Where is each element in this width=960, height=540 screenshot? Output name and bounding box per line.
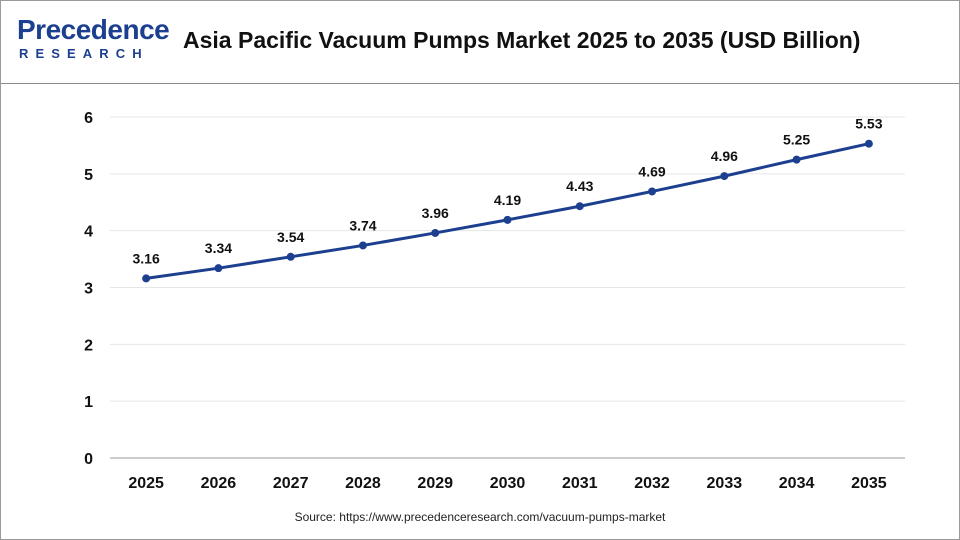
x-tick-label: 2032 [634, 475, 670, 492]
data-label: 5.53 [855, 116, 882, 132]
chart-title: Asia Pacific Vacuum Pumps Market 2025 to… [183, 27, 861, 53]
y-tick-label: 2 [84, 337, 93, 354]
y-tick-label: 1 [84, 394, 93, 411]
line-chart: 0 1 2 3 4 5 6 2025 2026 2027 2028 2029 2030 2031 2032… [84, 110, 905, 492]
header: Precedence RESEARCH Asia Pacific Vacuum … [1, 1, 959, 84]
data-label: 5.25 [783, 132, 810, 148]
x-tick-label: 2028 [345, 475, 381, 492]
data-point [286, 252, 295, 261]
x-axis: 2025 2026 2027 2028 2029 2030 2031 2032 2033 2034… [110, 457, 905, 492]
source-note: Source: https://www.precedenceresearch.c… [294, 510, 666, 524]
data-point [358, 241, 367, 250]
data-point [720, 172, 729, 181]
x-tick-label: 2026 [201, 475, 237, 492]
data-label: 3.74 [349, 217, 376, 233]
series-line [145, 142, 870, 280]
y-axis: 0 1 2 3 4 5 6 [84, 110, 93, 468]
gridlines [110, 116, 905, 402]
data-point [792, 155, 801, 164]
logo-subtitle: RESEARCH [19, 46, 149, 61]
data-label: 4.43 [566, 178, 593, 194]
data-point [431, 228, 440, 237]
data-label: 4.19 [494, 192, 521, 208]
data-labels: 3.16 3.34 3.54 3.74 3.96 4.19 4.43 4.69 4.96 5.25… [133, 116, 883, 267]
data-point [142, 274, 151, 283]
data-point [648, 187, 657, 196]
logo-wordmark: Precedence [17, 14, 170, 45]
y-tick-label: 4 [84, 224, 93, 241]
x-tick-label: 2025 [128, 475, 164, 492]
data-point [214, 264, 223, 273]
y-tick-label: 6 [84, 110, 93, 127]
data-label: 3.34 [205, 240, 232, 256]
brand-logo: Precedence RESEARCH [17, 15, 170, 65]
x-tick-label: 2035 [851, 475, 887, 492]
y-tick-label: 0 [84, 451, 93, 468]
y-tick-label: 3 [84, 281, 93, 298]
data-label: 3.96 [422, 205, 449, 221]
data-point [575, 202, 584, 211]
x-tick-label: 2034 [779, 475, 815, 492]
data-series [142, 139, 873, 283]
data-point [503, 215, 512, 224]
x-tick-label: 2029 [417, 475, 453, 492]
y-tick-label: 5 [84, 167, 93, 184]
x-tick-label: 2030 [490, 475, 526, 492]
data-label: 4.96 [711, 148, 738, 164]
x-tick-label: 2027 [273, 475, 309, 492]
x-tick-label: 2033 [707, 475, 743, 492]
data-label: 3.16 [133, 250, 160, 266]
data-label: 3.54 [277, 229, 304, 245]
x-tick-label: 2031 [562, 475, 598, 492]
data-label: 4.69 [638, 163, 665, 179]
data-point [864, 139, 873, 148]
